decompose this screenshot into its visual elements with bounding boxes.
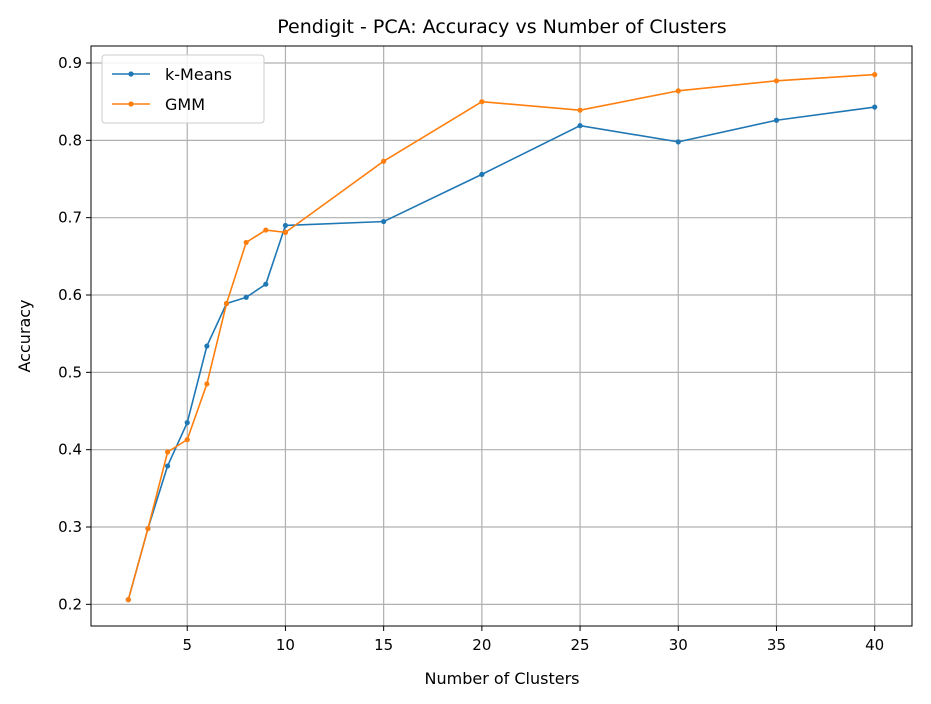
data-point-k-means — [282, 222, 289, 229]
data-point-gmm — [243, 239, 249, 246]
legend: k-Means GMM — [101, 54, 265, 124]
data-point-gmm — [577, 107, 583, 113]
chart-title: Pendigit - PCA: Accuracy vs Number of Cl… — [277, 16, 726, 38]
plot-frame — [90, 45, 913, 627]
data-point-k-means — [165, 463, 171, 469]
y-tick-label: 0.8 — [58, 131, 82, 149]
data-point-k-means — [184, 420, 190, 426]
data-point-gmm — [773, 78, 780, 84]
data-point-k-means — [675, 139, 681, 145]
data-point-k-means — [263, 281, 269, 287]
series-layer — [125, 72, 878, 603]
data-point-k-means — [204, 343, 210, 349]
legend-box — [101, 54, 265, 124]
data-point-gmm — [381, 158, 387, 164]
data-point-gmm — [125, 597, 131, 603]
data-point-gmm — [223, 300, 230, 307]
grid-lines — [91, 46, 912, 626]
data-point-k-means — [243, 294, 249, 300]
legend-label: GMM — [165, 95, 205, 114]
x-axis-label: Number of Clusters — [425, 669, 580, 688]
y-tick-label: 0.7 — [58, 209, 82, 227]
y-tick-label: 0.2 — [58, 595, 82, 613]
x-tick-label: 35 — [767, 636, 786, 654]
x-tick-label: 40 — [865, 636, 884, 654]
data-point-gmm — [872, 72, 878, 78]
y-tick-label: 0.6 — [58, 286, 82, 304]
data-point-gmm — [145, 525, 151, 532]
y-tick-label: 0.5 — [58, 363, 82, 381]
data-point-k-means — [773, 117, 780, 123]
axis-ticks: 5 10 15 20 25 30 35 40 0.2 0.3 0.4 0.5 0.6 0.7 0.8 0.9 — [58, 54, 884, 654]
y-tick-label: 0.9 — [58, 54, 82, 72]
data-point-gmm — [263, 227, 269, 233]
y-tick-label: 0.4 — [58, 441, 82, 459]
data-point-k-means — [872, 104, 878, 110]
legend-label: k-Means — [165, 65, 232, 84]
y-axis-label: Accuracy — [15, 299, 34, 372]
x-tick-label: 5 — [182, 636, 192, 654]
data-point-k-means — [479, 171, 485, 177]
data-point-gmm — [184, 437, 190, 443]
x-tick-label: 20 — [472, 636, 491, 654]
data-point-k-means — [577, 123, 583, 129]
x-tick-label: 30 — [669, 636, 688, 654]
data-point-k-means — [381, 218, 387, 225]
data-point-gmm — [675, 88, 681, 94]
x-tick-label: 15 — [374, 636, 393, 654]
data-point-gmm — [282, 229, 289, 235]
data-point-gmm — [165, 449, 171, 455]
data-point-gmm — [479, 99, 485, 105]
data-point-gmm — [204, 381, 210, 387]
x-tick-label: 25 — [571, 636, 590, 654]
x-tick-label: 10 — [276, 636, 295, 654]
legend-marker — [128, 101, 134, 107]
y-tick-label: 0.3 — [58, 518, 82, 536]
legend-marker — [128, 71, 134, 77]
